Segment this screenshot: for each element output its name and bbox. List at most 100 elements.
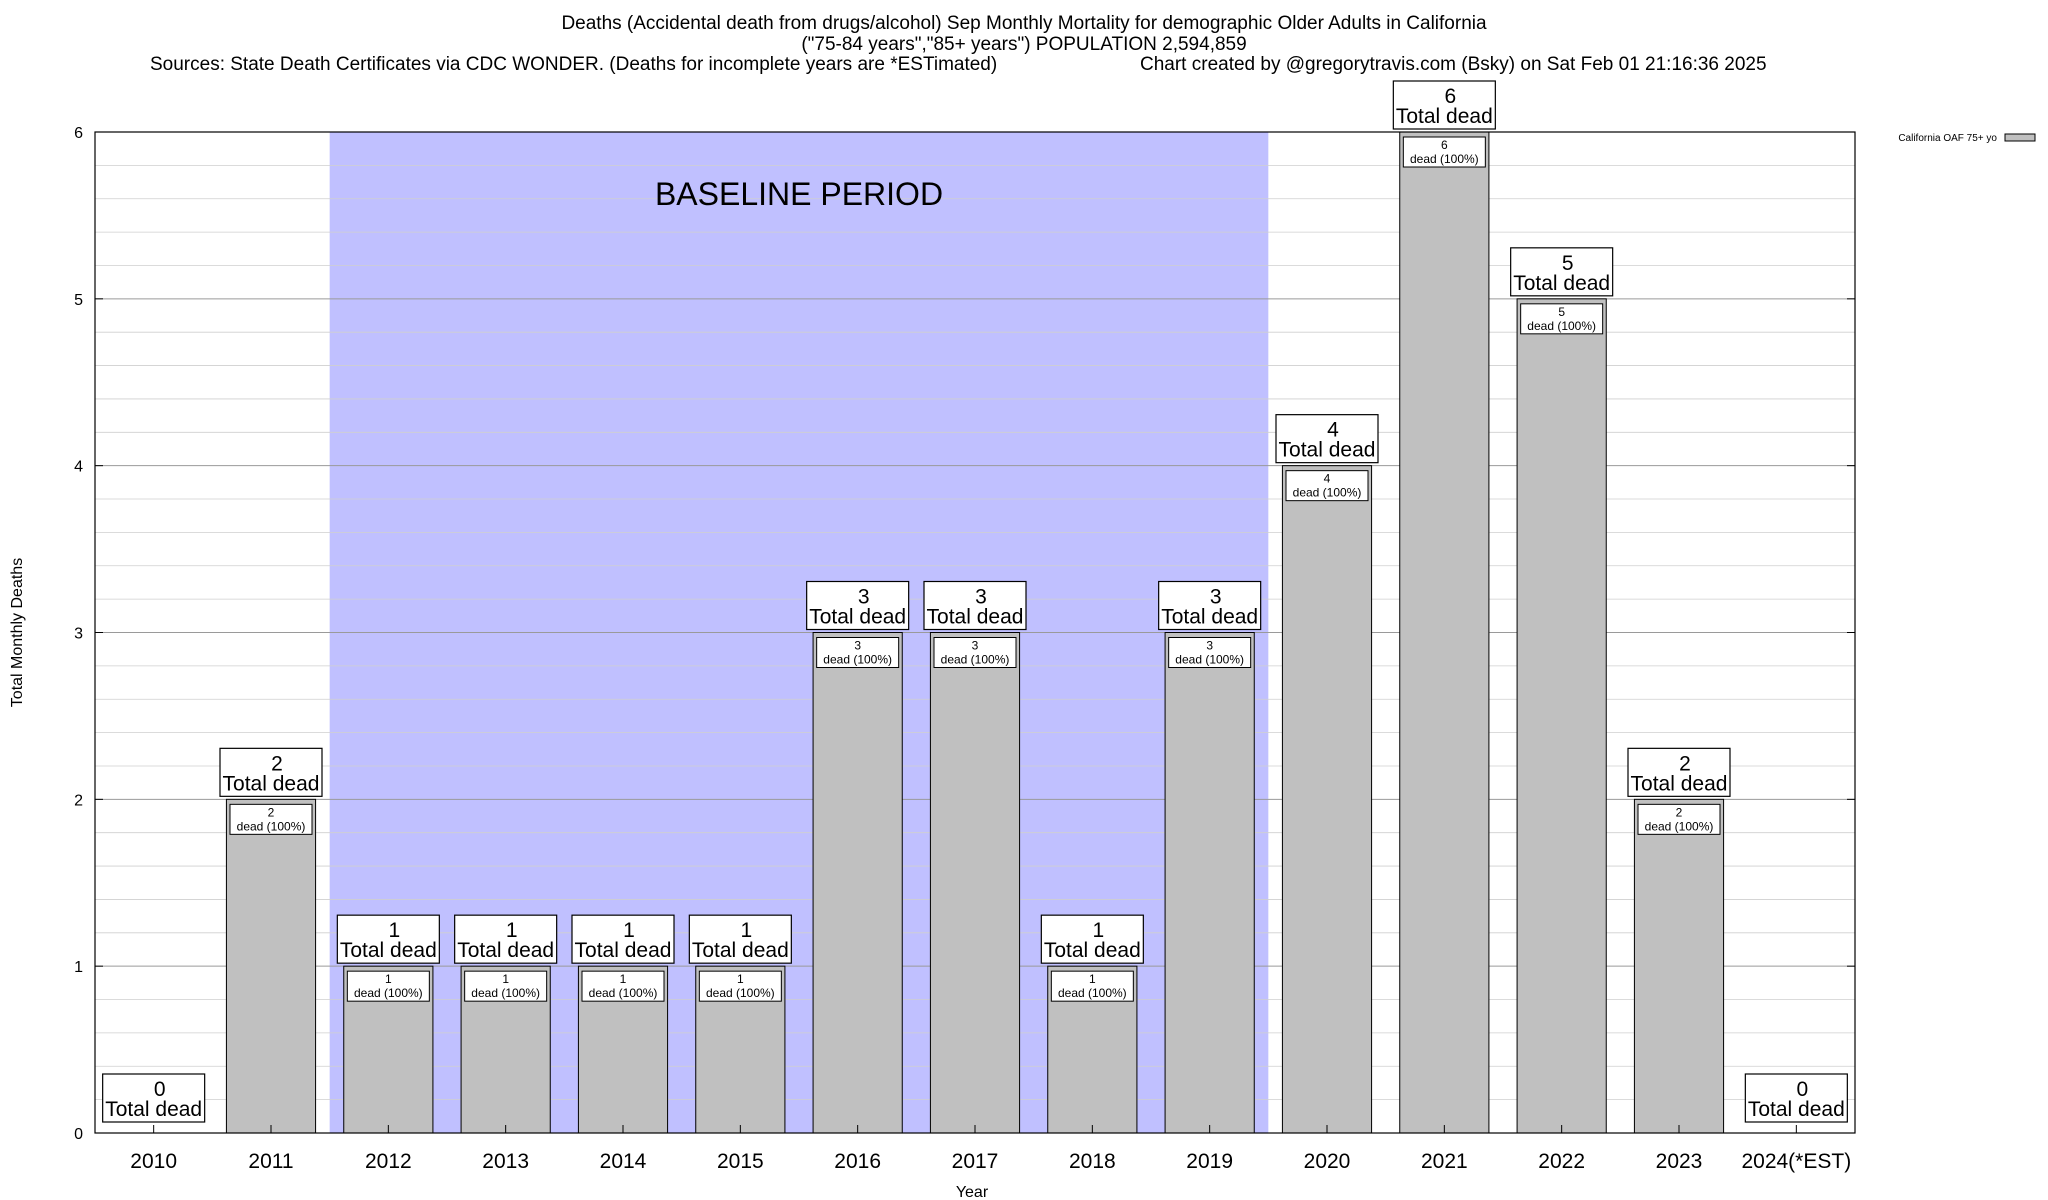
bar-inner-label-box — [1285, 470, 1369, 502]
x-tick-label: 2011 — [248, 1150, 293, 1173]
bar-inner-label-box — [1520, 303, 1604, 335]
bar-inner-value-label: 1 — [385, 972, 392, 986]
total-dead-label: Total dead — [1513, 272, 1610, 295]
total-label-box — [571, 914, 675, 964]
x-tick-label: 2019 — [1186, 1150, 1233, 1173]
total-label-box — [1392, 80, 1496, 130]
total-value-label: 1 — [506, 919, 518, 942]
plot-frame — [94, 131, 1856, 1134]
bar-inner-label-box — [581, 970, 665, 1002]
total-dead-label: Total dead — [692, 939, 789, 962]
y-tick-label: 2 — [74, 792, 83, 809]
total-label-box — [1275, 414, 1379, 464]
y-tick-label: 6 — [74, 125, 83, 142]
total-value-label: 3 — [1210, 586, 1222, 609]
x-tick-label: 2013 — [482, 1150, 529, 1173]
x-tick-label: 2020 — [1304, 1150, 1351, 1173]
bar-inner-percent-label: dead (100%) — [823, 653, 892, 667]
bar-inner-label-box — [229, 803, 313, 835]
total-value-label: 1 — [1092, 919, 1104, 942]
bar-2020 — [1281, 465, 1373, 1134]
bar-2016 — [812, 632, 903, 1134]
y-tick-label: 1 — [74, 959, 83, 976]
y-tick-label: 4 — [74, 459, 83, 476]
total-label-box — [219, 747, 323, 797]
total-dead-label: Total dead — [105, 1098, 202, 1121]
total-label-box — [1158, 580, 1262, 631]
total-dead-label: Total dead — [223, 772, 320, 795]
total-label-box — [336, 914, 440, 964]
y-tick-label: 0 — [74, 1126, 83, 1143]
bar-inner-value-label: 1 — [1089, 972, 1096, 986]
y-axis-title: Total Monthly Deaths — [9, 558, 26, 707]
x-tick-label: 2018 — [1069, 1150, 1116, 1173]
total-value-label: 3 — [975, 586, 987, 609]
bar-inner-label-box — [1637, 803, 1721, 835]
bar-inner-percent-label: dead (100%) — [589, 986, 658, 1000]
total-value-label: 2 — [1679, 752, 1691, 775]
legend-swatch — [2004, 133, 2036, 142]
total-dead-label: Total dead — [1396, 105, 1493, 128]
total-label-box — [454, 914, 558, 964]
total-value-label: 4 — [1327, 419, 1339, 442]
x-tick-label: 2017 — [952, 1150, 999, 1173]
bar-inner-percent-label: dead (100%) — [1645, 819, 1714, 833]
bar-inner-label-box — [346, 970, 430, 1002]
bar-inner-value-label: 1 — [620, 972, 627, 986]
bar-inner-percent-label: dead (100%) — [706, 986, 775, 1000]
x-tick-label: 2016 — [834, 1150, 881, 1173]
total-label-box — [923, 580, 1027, 631]
x-tick-label: 2022 — [1538, 1150, 1585, 1173]
bar-inner-value-label: 3 — [1206, 639, 1213, 653]
bar-inner-value-label: 5 — [1558, 305, 1565, 319]
x-tick-label: 2012 — [365, 1150, 412, 1173]
total-dead-label: Total dead — [1279, 439, 1376, 462]
total-value-label: 0 — [1796, 1078, 1808, 1101]
bar-inner-label-box — [698, 970, 782, 1002]
x-tick-label: 2010 — [130, 1150, 177, 1173]
total-value-label: 5 — [1562, 252, 1574, 275]
total-dead-label: Total dead — [575, 939, 672, 962]
bar-2019 — [1164, 632, 1255, 1134]
bar-2022 — [1516, 298, 1607, 1134]
bar-inner-label-box — [1402, 136, 1486, 168]
bar-inner-value-label: 1 — [737, 972, 744, 986]
chart-subtitle: ("75-84 years","85+ years") POPULATION 2… — [801, 34, 1247, 55]
bar-inner-percent-label: dead (100%) — [1293, 486, 1362, 500]
total-value-label: 1 — [623, 919, 635, 942]
total-dead-label: Total dead — [927, 606, 1024, 629]
total-dead-label: Total dead — [1631, 772, 1728, 795]
total-dead-label: Total dead — [1161, 606, 1258, 629]
y-tick-label: 5 — [74, 292, 83, 309]
total-value-label: 1 — [388, 919, 400, 942]
total-label-box — [1040, 914, 1144, 964]
total-dead-label: Total dead — [1748, 1098, 1845, 1121]
chart-sources: Sources: State Death Certificates via CD… — [150, 54, 998, 75]
chart-credit: Chart created by @gregorytravis.com (Bsk… — [1140, 54, 1767, 75]
bar-inner-percent-label: dead (100%) — [237, 819, 306, 833]
bar-inner-value-label: 1 — [502, 972, 509, 986]
x-tick-label: 2023 — [1656, 1150, 1703, 1173]
bar-inner-value-label: 4 — [1324, 472, 1331, 486]
x-tick-label: 2024(*EST) — [1741, 1150, 1851, 1173]
bar-2021 — [1399, 131, 1490, 1134]
bar-inner-percent-label: dead (100%) — [941, 653, 1010, 667]
legend-label: California OAF 75+ yo — [1898, 133, 1997, 144]
bar-2011 — [225, 798, 317, 1134]
total-value-label: 0 — [154, 1078, 166, 1101]
bar-inner-percent-label: dead (100%) — [1058, 986, 1127, 1000]
x-tick-label: 2015 — [717, 1150, 764, 1173]
bar-inner-label-box — [933, 637, 1017, 668]
bar-inner-label-box — [1168, 637, 1252, 668]
bar-inner-value-label: 6 — [1441, 138, 1448, 152]
total-label-box — [1744, 1073, 1848, 1123]
total-value-label: 6 — [1444, 85, 1456, 108]
bar-inner-value-label: 3 — [854, 639, 861, 653]
bar-2017 — [929, 632, 1021, 1134]
bar-inner-label-box — [464, 970, 548, 1002]
chart-title: Deaths (Accidental death from drugs/alco… — [561, 13, 1487, 34]
total-label-box — [806, 580, 910, 631]
bar-inner-percent-label: dead (100%) — [1410, 152, 1479, 166]
total-label-box — [1510, 247, 1614, 297]
